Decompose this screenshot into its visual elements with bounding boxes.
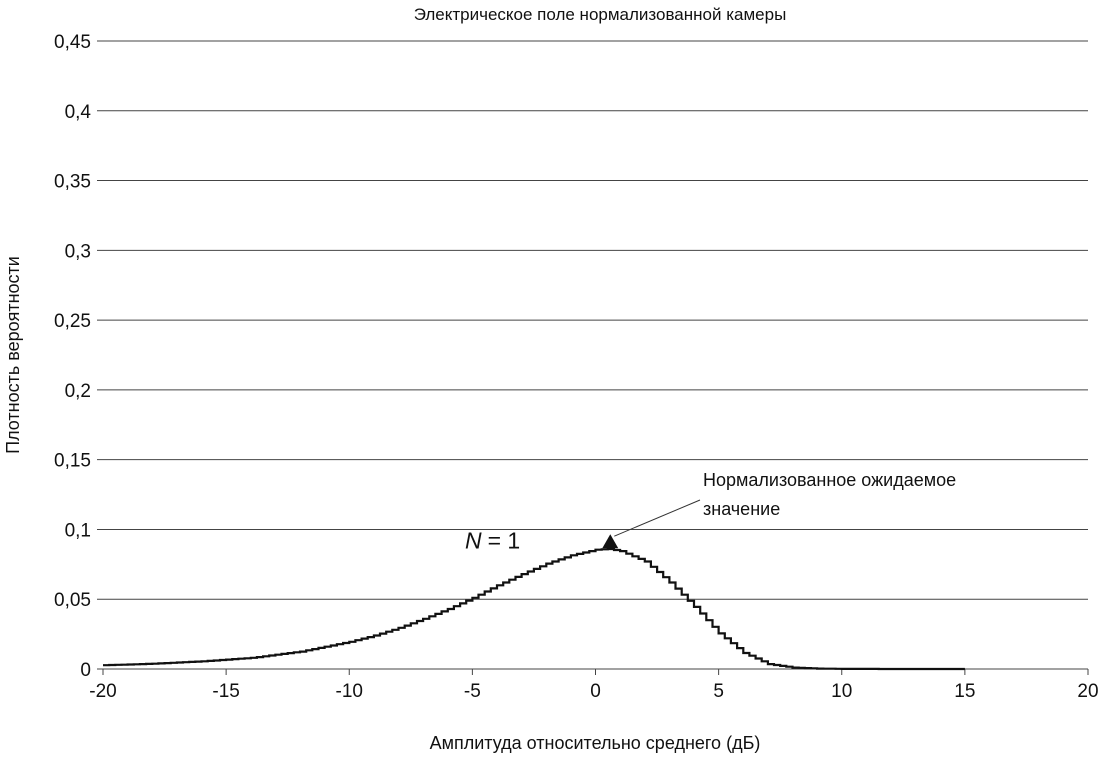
x-tick-label: -10	[336, 681, 363, 702]
series-label: N = 1	[465, 527, 520, 553]
y-tick-label: 0,25	[54, 311, 91, 332]
annotation-arrowhead	[602, 534, 619, 549]
chart-title: Электрическое поле нормализованной камер…	[414, 5, 787, 24]
x-axis-label: Амплитуда относительно среднего (дБ)	[430, 733, 761, 753]
series-group	[103, 547, 965, 671]
x-tick-label: 15	[954, 681, 975, 702]
y-tick-label: 0,35	[54, 172, 91, 193]
y-tick-label: 0,2	[65, 381, 91, 402]
x-tick-label: 5	[713, 681, 724, 702]
x-tick-labels: -20 -15 -10 -5 0 5 10 15 20	[89, 669, 1099, 702]
gridlines	[97, 40, 1088, 670]
y-tick-label: 0,3	[65, 241, 91, 262]
y-axis-label: Плотность вероятности	[3, 256, 23, 454]
annotation-text-line2: значение	[703, 499, 780, 519]
series-line	[103, 547, 965, 671]
y-tick-labels: 0 0,05 0,1 0,15 0,2 0,25 0,3 0,35 0,4 0,45	[54, 32, 91, 681]
annotation-text-line1: Нормализованное ожидаемое	[703, 470, 956, 490]
x-tick-label: -15	[212, 681, 239, 702]
series-label-symbol: N	[465, 527, 482, 553]
y-tick-label: 0,05	[54, 590, 91, 611]
x-tick-label: 0	[590, 681, 601, 702]
annotation-leader-line	[614, 499, 701, 537]
y-tick-label: 0,1	[65, 520, 91, 541]
series-label-value: = 1	[488, 527, 521, 553]
x-tick-label: 10	[831, 681, 852, 702]
x-tick-label: -5	[464, 681, 481, 702]
y-tick-label: 0,15	[54, 451, 91, 472]
x-tick-label: -20	[89, 681, 116, 702]
y-tick-label: 0,45	[54, 32, 91, 53]
x-tick-label: 20	[1077, 681, 1098, 702]
annotation-group: Нормализованное ожидаемое значение	[602, 470, 956, 549]
y-tick-label: 0,4	[65, 102, 92, 123]
y-tick-label: 0	[80, 660, 91, 681]
